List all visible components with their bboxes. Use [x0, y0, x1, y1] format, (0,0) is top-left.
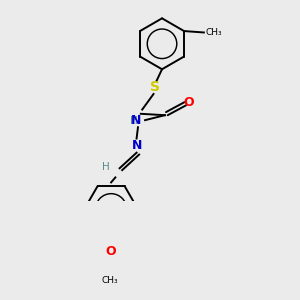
- Text: O: O: [184, 96, 194, 109]
- Text: S: S: [150, 80, 160, 94]
- Text: N: N: [131, 114, 142, 128]
- Text: CH₃: CH₃: [101, 276, 118, 285]
- Text: H: H: [130, 116, 138, 126]
- Text: CH₃: CH₃: [206, 28, 223, 37]
- Text: O: O: [106, 245, 116, 258]
- Text: N: N: [131, 139, 142, 152]
- Text: H: H: [102, 162, 110, 172]
